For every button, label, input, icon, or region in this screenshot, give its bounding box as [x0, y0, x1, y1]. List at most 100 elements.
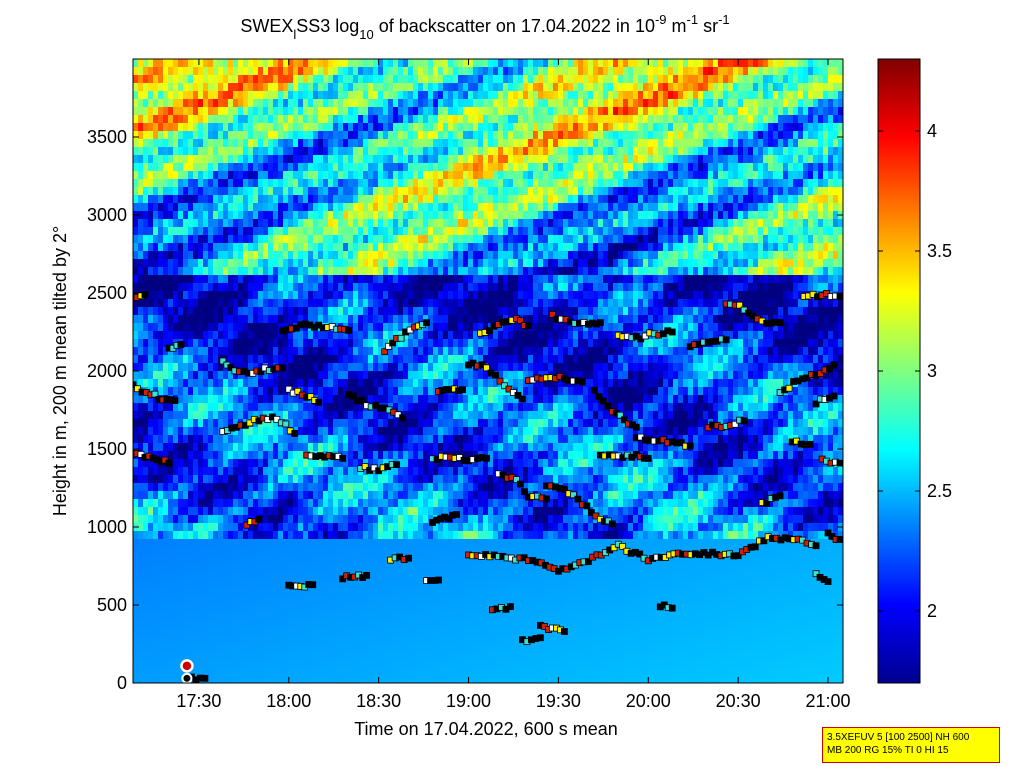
- trace-marker: [219, 357, 227, 365]
- layer-trace: [596, 450, 652, 462]
- layer-trace: [758, 492, 784, 507]
- trace-marker: [599, 397, 607, 405]
- trace-marker: [363, 571, 371, 579]
- layer-trace: [722, 300, 784, 327]
- layer-trace: [788, 437, 814, 449]
- y-tick-label: 3500: [87, 127, 127, 147]
- trace-marker: [616, 411, 624, 419]
- trace-marker: [243, 521, 251, 529]
- trace-marker: [537, 634, 544, 642]
- layer-trace: [243, 515, 263, 529]
- trace-marker: [505, 385, 513, 393]
- layer-trace: [549, 311, 604, 328]
- trace-marker: [619, 542, 626, 550]
- layer-trace: [465, 533, 820, 575]
- layer-trace: [381, 319, 430, 356]
- layer-trace: [133, 291, 149, 301]
- x-tick-label: 17:30: [176, 691, 221, 711]
- y-axis: 0 500 1000 1500 2000 2500 3000 3500: [87, 127, 843, 693]
- trace-marker: [165, 459, 173, 467]
- ground-marker: [180, 659, 194, 673]
- trace-marker: [760, 537, 768, 545]
- trace-marker: [836, 459, 843, 467]
- y-tick-label: 2500: [87, 283, 127, 303]
- trace-marker: [134, 385, 141, 393]
- trace-marker: [141, 291, 149, 298]
- trace-marker: [686, 442, 694, 450]
- trace-marker: [496, 377, 504, 385]
- trace-marker: [423, 319, 430, 327]
- layer-trace: [656, 601, 676, 612]
- trace-marker: [836, 292, 843, 300]
- trace-marker: [560, 628, 568, 635]
- layer-trace: [279, 320, 353, 335]
- layer-trace: [776, 361, 838, 396]
- trace-marker: [776, 319, 784, 327]
- trace-marker: [677, 439, 685, 447]
- backscatter-heatmap: [133, 59, 843, 683]
- x-tick-label: 21:00: [805, 691, 850, 711]
- info-line-1: 3.5XEFUV 5 [100 2500] NH 600: [827, 732, 970, 743]
- x-axis-label: Time on 17.04.2022, 600 s mean: [354, 719, 618, 739]
- trace-marker: [273, 415, 281, 423]
- trace-marker: [525, 322, 532, 330]
- trace-marker: [668, 604, 676, 612]
- x-tick-label: 18:00: [266, 691, 311, 711]
- trace-marker: [177, 341, 185, 348]
- layer-trace: [590, 386, 640, 431]
- trace-marker: [133, 381, 137, 389]
- trace-marker: [492, 371, 499, 379]
- trace-marker: [836, 536, 843, 543]
- trace-marker: [393, 461, 401, 469]
- trace-marker: [722, 336, 730, 344]
- trace-marker: [731, 420, 739, 428]
- colorbar-tick-label: 2.5: [927, 481, 952, 501]
- layer-trace: [219, 413, 299, 437]
- layer-trace: [818, 455, 843, 467]
- trace-marker: [389, 339, 397, 347]
- trace-marker: [483, 454, 490, 462]
- layer-trace: [800, 290, 843, 301]
- trace-marker: [486, 327, 493, 335]
- layer-trace: [133, 449, 173, 467]
- layer-trace: [435, 385, 466, 395]
- trace-marker: [584, 558, 592, 565]
- trace-marker: [307, 393, 315, 400]
- chart-title: SWEXlSS3 log10 of backscatter on 17.04.2…: [240, 12, 729, 42]
- colorbar-tick-label: 3.5: [927, 241, 952, 261]
- trace-marker: [574, 495, 582, 503]
- layer-trace: [614, 327, 676, 343]
- y-tick-label: 1000: [87, 517, 127, 537]
- layer-trace: [519, 634, 544, 646]
- plot-area: [133, 59, 843, 683]
- y-tick-label: 0: [117, 673, 127, 693]
- trace-marker: [751, 543, 759, 551]
- trace-marker: [405, 554, 413, 562]
- y-tick-label: 3000: [87, 205, 127, 225]
- layer-trace: [133, 381, 179, 405]
- trace-marker: [315, 398, 323, 406]
- layer-trace: [345, 391, 407, 422]
- trace-marker: [358, 397, 366, 405]
- trace-marker: [257, 368, 265, 376]
- trace-marker: [349, 392, 357, 400]
- layer-trace: [429, 511, 460, 526]
- trace-marker: [521, 488, 528, 496]
- y-tick-label: 1500: [87, 439, 127, 459]
- trace-marker: [812, 570, 820, 578]
- layer-trace: [387, 553, 413, 564]
- layer-trace: [812, 570, 832, 585]
- layer-trace: [495, 470, 550, 503]
- colorbar-tick-label: 2: [927, 601, 937, 621]
- trace-marker: [345, 327, 353, 334]
- trace-marker: [483, 364, 490, 372]
- trace-marker: [294, 387, 302, 395]
- trace-marker: [517, 317, 524, 324]
- trace-marker: [644, 454, 652, 462]
- trace-marker: [255, 515, 263, 523]
- trace-marker: [569, 491, 577, 499]
- trace-marker: [734, 552, 742, 560]
- layer-trace: [219, 357, 287, 377]
- layer-trace: [824, 529, 843, 543]
